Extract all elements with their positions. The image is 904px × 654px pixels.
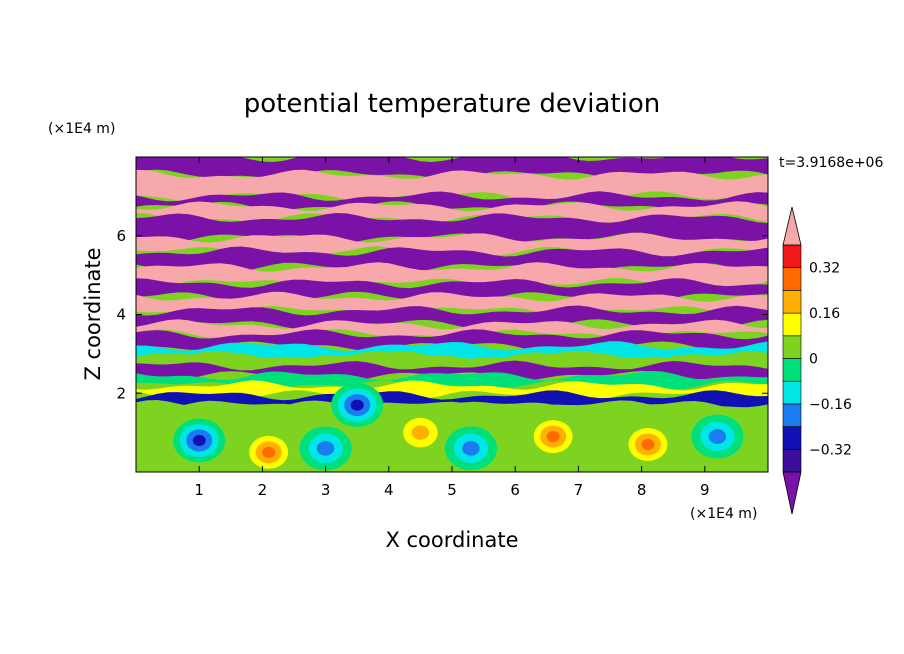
anomaly-cell [708, 429, 727, 444]
contour-band [136, 360, 768, 381]
contour-band [136, 201, 768, 223]
anomaly-cell [411, 425, 430, 440]
y-unit-label: (×1E4 m) [48, 121, 115, 137]
colorbar-swatch [782, 335, 802, 359]
colorbar-over-arrow [782, 206, 802, 246]
anomaly-cell [546, 431, 560, 443]
contour-band [136, 213, 768, 243]
x-tick-label: 7 [574, 481, 584, 499]
colorbar-swatch [782, 244, 802, 269]
contour-field [136, 157, 768, 472]
colorbar-swatch [782, 358, 802, 382]
y-axis-label: Z coordinate [81, 247, 105, 380]
anomaly-cell [462, 441, 480, 456]
colorbar-swatch [782, 290, 802, 314]
chart-title: potential temperature deviation [244, 89, 660, 119]
anomaly-cell [350, 399, 364, 411]
x-tick-label: 2 [258, 481, 268, 499]
colorbar-label: 0 [809, 352, 818, 368]
colorbar-label: 0.16 [809, 306, 840, 322]
y-axis: 2 4 6 [116, 227, 768, 402]
colorbar-swatch [782, 403, 802, 427]
contour-band [136, 350, 768, 371]
x-tick-label: 3 [321, 481, 331, 499]
anomaly-cell [316, 441, 335, 456]
colorbar-label: −0.32 [809, 442, 852, 458]
contour-band [136, 390, 768, 410]
anomaly-cell [641, 438, 655, 450]
colorbar-label: −0.16 [809, 397, 852, 413]
y-tick-label: 2 [116, 384, 126, 402]
colorbar-swatch [782, 312, 802, 337]
colorbar-swatch [782, 267, 802, 291]
x-unit-label: (×1E4 m) [690, 506, 757, 522]
colorbar-swatch [782, 448, 802, 473]
contour-band [136, 305, 768, 330]
colorbar-label: 0.32 [809, 261, 840, 277]
y-tick-label: 6 [116, 227, 126, 245]
anomaly-cell [262, 446, 276, 458]
x-axis: 1 2 3 4 5 6 7 8 9 [194, 157, 710, 499]
contour-band [136, 291, 768, 316]
contour-band [136, 380, 768, 401]
colorbar: 0.32 0.16 0 −0.16 −0.32 [782, 206, 852, 515]
contour-band [136, 191, 768, 211]
colorbar-swatch [782, 380, 802, 405]
x-tick-label: 9 [700, 481, 710, 499]
contour-band [136, 246, 768, 273]
x-tick-label: 1 [194, 481, 204, 499]
x-tick-label: 8 [637, 481, 647, 499]
colorbar-under-arrow [782, 471, 802, 515]
x-tick-label: 6 [510, 481, 520, 499]
x-tick-label: 5 [447, 481, 457, 499]
x-tick-label: 4 [384, 481, 394, 499]
anomaly-cell [192, 435, 206, 446]
y-tick-label: 4 [116, 306, 126, 324]
colorbar-swatch [782, 426, 802, 450]
x-axis-label: X coordinate [385, 528, 518, 552]
time-label: t=3.9168e+06 [779, 155, 883, 171]
